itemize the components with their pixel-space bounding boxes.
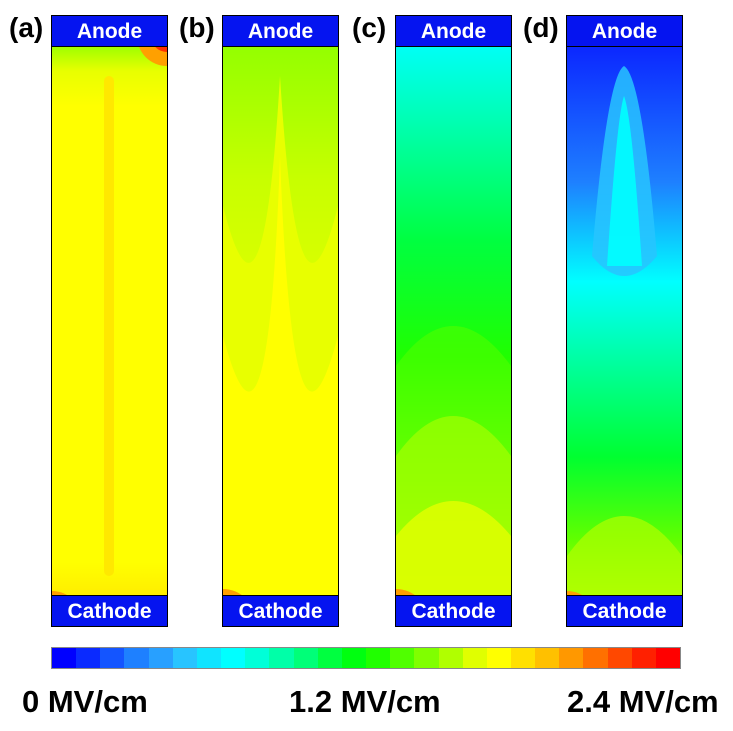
field-contour-b xyxy=(223,36,338,621)
panel-label-b: (b) xyxy=(179,12,215,43)
colorbar-swatch xyxy=(100,648,125,668)
cathode-electrode-c: Cathode xyxy=(395,595,512,627)
colorbar-swatch xyxy=(510,648,536,668)
colorbar-max-label: 2.4 MV/cm xyxy=(567,684,719,719)
colorbar-swatch xyxy=(366,648,391,668)
colorbar-swatch xyxy=(269,648,294,668)
anode-electrode-a: Anode xyxy=(51,15,168,47)
field-contour-a xyxy=(52,36,167,621)
colorbar-mid-label: 1.2 MV/cm xyxy=(289,684,441,719)
colorbar-swatch xyxy=(559,648,584,668)
colorbar-swatch xyxy=(535,648,560,668)
field-map-a xyxy=(51,35,168,622)
colorbar-swatch xyxy=(438,648,463,668)
panel-d: Anode Cathode xyxy=(566,15,683,627)
colorbar-swatch xyxy=(462,648,487,668)
colorbar-swatch xyxy=(245,648,270,668)
colorbar-swatch xyxy=(583,648,608,668)
colorbar-swatch xyxy=(148,648,173,668)
field-contour-c xyxy=(396,36,511,621)
field-map-d xyxy=(566,35,683,622)
colorbar-swatch xyxy=(486,648,511,668)
panel-label-c: (c) xyxy=(352,12,387,43)
anode-electrode-c: Anode xyxy=(395,15,512,47)
panel-b: Anode Cathode xyxy=(222,15,339,627)
colorbar-swatch xyxy=(655,648,681,668)
cathode-electrode-b: Cathode xyxy=(222,595,339,627)
panel-c: Anode Cathode xyxy=(395,15,512,627)
colorbar-swatch xyxy=(124,648,149,668)
colorbar-swatch xyxy=(607,648,632,668)
anode-electrode-b: Anode xyxy=(222,15,339,47)
colorbar-swatch xyxy=(196,648,222,668)
colorbar-swatch xyxy=(293,648,318,668)
colorbar-swatch xyxy=(390,648,415,668)
colorbar-swatch xyxy=(414,648,439,668)
panel-a: Anode Cathode xyxy=(51,15,168,627)
colorbar-swatch xyxy=(52,648,77,668)
colorbar-swatch xyxy=(172,648,197,668)
panel-label-d: (d) xyxy=(523,12,559,43)
colorbar-swatch xyxy=(221,648,246,668)
cathode-electrode-d: Cathode xyxy=(566,595,683,627)
colorbar-min-label: 0 MV/cm xyxy=(22,684,148,719)
field-colorbar xyxy=(51,647,681,669)
field-map-b xyxy=(222,35,339,622)
colorbar-swatch xyxy=(76,648,101,668)
colorbar-swatch xyxy=(317,648,342,668)
field-contour-d xyxy=(567,36,682,621)
colorbar-swatch xyxy=(341,648,367,668)
panel-label-a: (a) xyxy=(9,12,44,43)
cathode-electrode-a: Cathode xyxy=(51,595,168,627)
anode-electrode-d: Anode xyxy=(566,15,683,47)
field-map-c xyxy=(395,35,512,622)
colorbar-swatch xyxy=(631,648,656,668)
